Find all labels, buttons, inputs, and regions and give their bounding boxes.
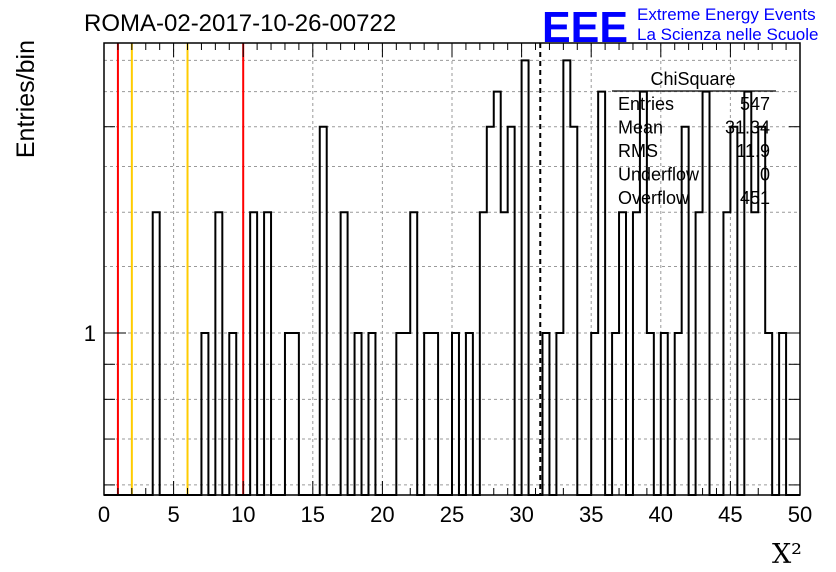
x-tick-label: 15 (301, 502, 325, 527)
x-tick-label: 5 (167, 502, 179, 527)
stats-row-label: Overflow (618, 188, 690, 208)
stats-box: ChiSquare Entries 547 Mean 31.34 RMS 11.9 Unde… (612, 69, 776, 208)
stats-title: ChiSquare (650, 69, 735, 89)
eee-logo: EEE Extreme Energy Events La Scienza nel… (542, 3, 818, 52)
x-tick-labels: 0 5 10 15 20 25 30 35 40 45 50 (98, 502, 812, 527)
axis-ticks (103, 43, 801, 495)
x-tick-label: 25 (440, 502, 464, 527)
logo-text: EEE (542, 3, 628, 52)
x-tick-label: 45 (718, 502, 742, 527)
brand-line-1: Extreme Energy Events (637, 5, 816, 24)
stats-row-value: 451 (740, 188, 770, 208)
y-axis-label: Entries/bin (12, 40, 40, 158)
x-tick-label: 40 (649, 502, 673, 527)
stats-row-value: 11.9 (736, 141, 770, 161)
x-tick-label: 20 (370, 502, 394, 527)
brand-line-2: La Scienza nelle Scuole (637, 25, 818, 44)
stats-row-value: 31.34 (725, 118, 770, 138)
stats-row-label: RMS (618, 141, 658, 161)
stats-row-label: Mean (618, 118, 663, 138)
x-tick-label: 30 (509, 502, 533, 527)
x-tick-label: 50 (788, 502, 812, 527)
stats-row-value: 0 (760, 165, 770, 185)
y-tick-label: 1 (84, 321, 96, 346)
x-tick-label: 0 (98, 502, 110, 527)
run-title: ROMA-02-2017-10-26-00722 (84, 10, 396, 37)
marker-lines (116, 43, 542, 495)
stats-row-label: Entries (618, 94, 674, 114)
x-tick-label: 35 (579, 502, 603, 527)
stats-row-value: 547 (740, 94, 770, 114)
x-axis-label: X² (772, 539, 802, 570)
y-tick-labels: 1 (84, 321, 96, 346)
x-tick-label: 10 (231, 502, 255, 527)
stats-row-label: Underflow (618, 165, 700, 185)
